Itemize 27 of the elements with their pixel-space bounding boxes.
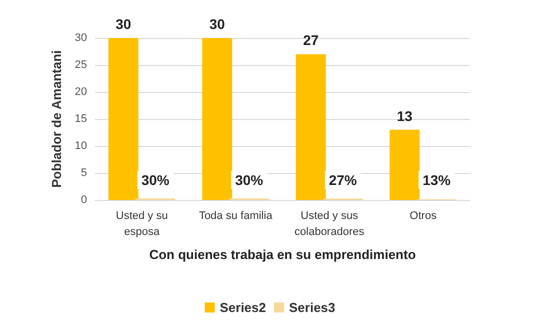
- bar: [108, 38, 138, 200]
- y-tick-label: 10: [74, 140, 87, 152]
- data-label: 30: [116, 16, 132, 32]
- y-tick-label: 15: [74, 113, 87, 125]
- y-tick-label: 5: [80, 167, 87, 179]
- y-tick-label: 30: [74, 32, 87, 44]
- legend-label: Series3: [289, 300, 336, 315]
- x-tick-label: Usted y su esposa: [116, 210, 168, 238]
- data-label: 13%: [422, 172, 452, 188]
- x-tick-label: Otros: [410, 210, 438, 222]
- data-label: 13: [396, 108, 413, 124]
- x-tick-label: Usted y sus colaboradores: [294, 210, 365, 238]
- data-label: 30: [209, 16, 226, 32]
- x-tick-label: Toda su familia: [198, 210, 274, 222]
- bar: [296, 54, 326, 200]
- legend-label: Series2: [220, 300, 266, 315]
- data-label: 30%: [235, 172, 264, 188]
- y-tick-label: 25: [74, 59, 87, 71]
- y-tick-label: 0: [80, 194, 87, 206]
- data-label: 27: [303, 32, 319, 48]
- y-tick-label: 20: [74, 86, 87, 98]
- bar: [390, 130, 420, 200]
- y-axis-title: Poblador de Amantani: [49, 50, 64, 188]
- data-label: 30%: [141, 172, 170, 188]
- bar: [202, 38, 232, 200]
- data-label: 27%: [328, 172, 358, 188]
- x-axis-title: Con quienes trabaja en su emprendimiento: [149, 247, 416, 262]
